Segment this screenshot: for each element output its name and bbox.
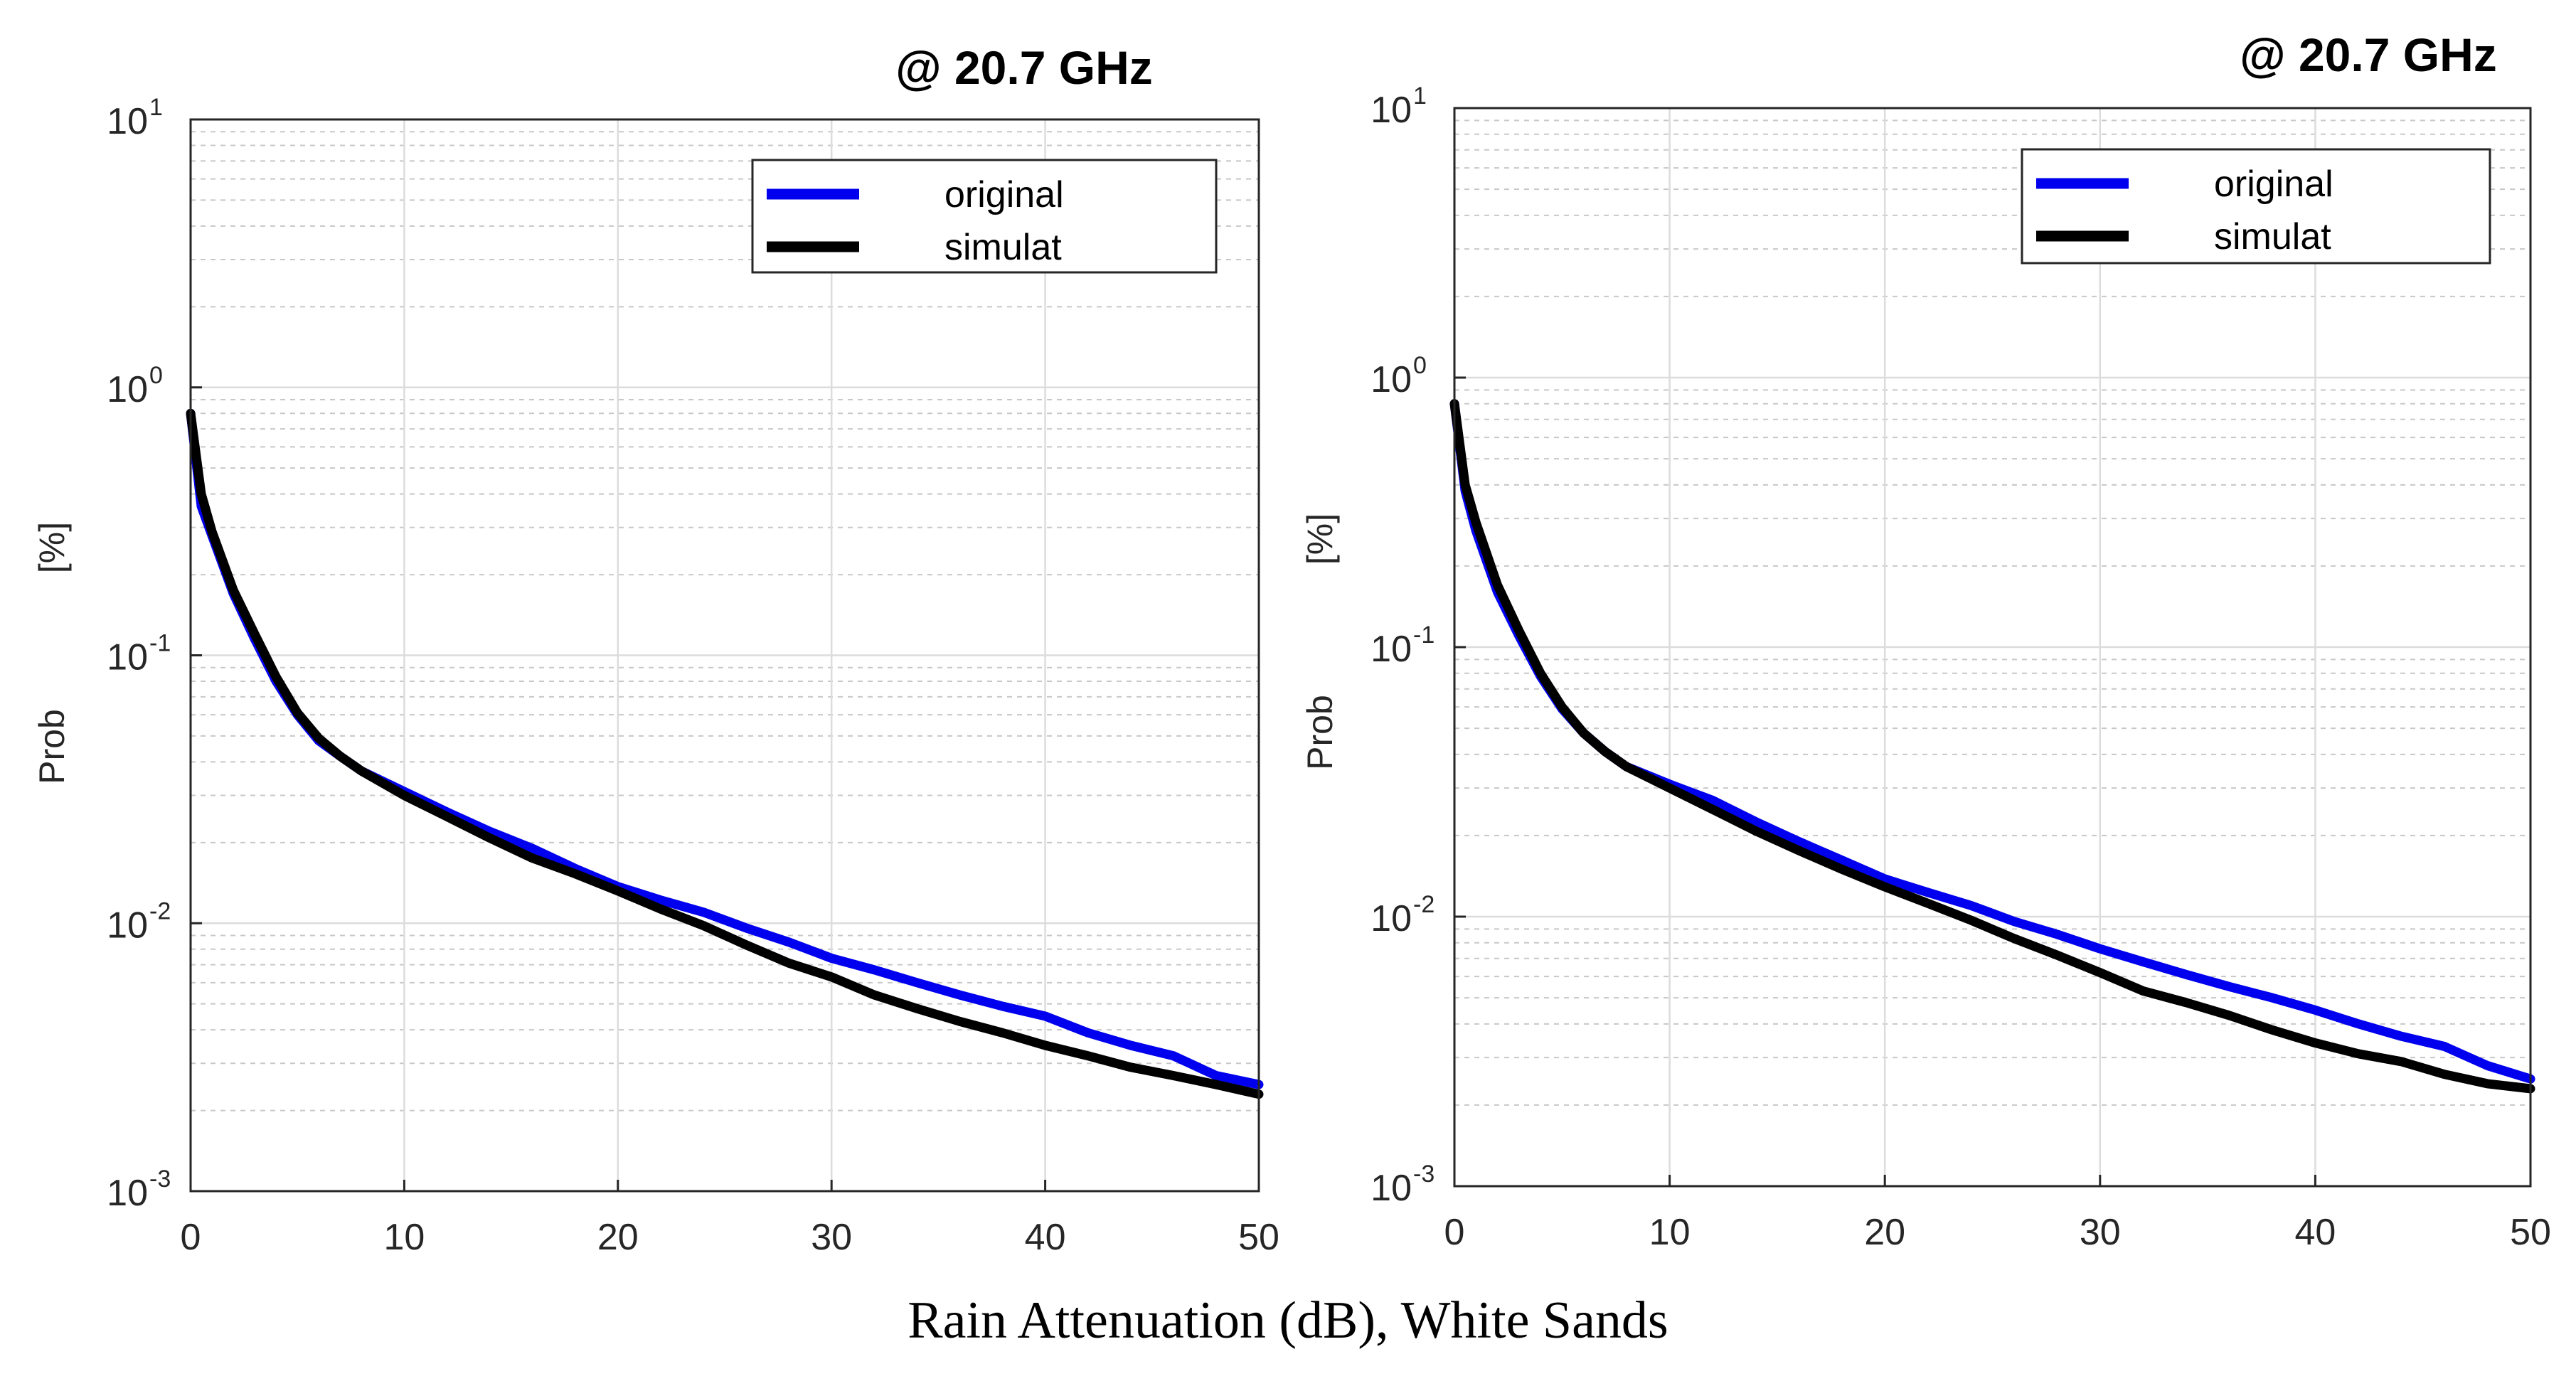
legend-label-original: original xyxy=(944,174,1064,215)
x-tick-label: 40 xyxy=(1025,1217,1066,1258)
legend-label-original: original xyxy=(2214,164,2333,205)
y-axis-label-prob: Prob xyxy=(32,709,72,784)
x-tick-label: 30 xyxy=(811,1217,852,1258)
x-tick-label: 50 xyxy=(2510,1212,2551,1253)
y-tick-exponent: -1 xyxy=(149,630,171,657)
x-tick-label: 20 xyxy=(597,1217,639,1258)
x-tick-label: 0 xyxy=(181,1217,201,1258)
y-axis-label-prob: Prob xyxy=(1300,695,1340,770)
y-tick-label: 10 xyxy=(1371,1168,1412,1209)
y-tick-exponent: -3 xyxy=(149,1166,171,1193)
y-axis-label-unit: [%] xyxy=(1300,513,1340,565)
y-tick-exponent: -2 xyxy=(1413,891,1435,918)
y-tick-exponent: -2 xyxy=(149,897,171,924)
y-tick-label: 10 xyxy=(107,101,148,142)
x-tick-label: 10 xyxy=(1649,1212,1691,1253)
x-tick-label: 20 xyxy=(1864,1212,1905,1253)
y-tick-exponent: -3 xyxy=(1413,1161,1435,1188)
series-line-simulat xyxy=(186,408,1264,1099)
y-tick-exponent: 0 xyxy=(149,362,163,389)
y-axis-label-unit: [%] xyxy=(32,522,72,573)
y-tick-exponent: 1 xyxy=(1413,82,1427,110)
x-tick-label: 30 xyxy=(2080,1212,2121,1253)
series-line-simulat xyxy=(1449,399,2535,1094)
y-tick-label: 10 xyxy=(1371,629,1412,670)
y-tick-exponent: 0 xyxy=(1413,352,1427,379)
y-tick-label: 10 xyxy=(1371,90,1412,131)
y-tick-label: 10 xyxy=(1371,359,1412,400)
y-tick-label: 10 xyxy=(107,905,148,946)
legend-box xyxy=(2021,148,2491,265)
y-tick-label: 10 xyxy=(107,637,148,678)
x-tick-label: 40 xyxy=(2294,1212,2336,1253)
y-tick-label: 10 xyxy=(107,1173,148,1214)
x-tick-label: 0 xyxy=(1444,1212,1465,1253)
legend-label-simulat: simulat xyxy=(2214,216,2331,257)
chart-title: @ 20.7 GHz xyxy=(895,41,1153,94)
figure-caption: Rain Attenuation (dB), White Sands xyxy=(908,1291,1668,1350)
x-tick-label: 50 xyxy=(1238,1217,1279,1258)
y-tick-exponent: -1 xyxy=(1413,622,1435,649)
chart-title: @ 20.7 GHz xyxy=(2240,28,2497,81)
legend-box xyxy=(751,159,1218,274)
legend-label-simulat: simulat xyxy=(944,227,1062,268)
y-tick-label: 10 xyxy=(107,369,148,410)
y-tick-label: 10 xyxy=(1371,898,1412,939)
y-tick-exponent: 1 xyxy=(149,94,163,121)
x-tick-label: 10 xyxy=(383,1217,425,1258)
